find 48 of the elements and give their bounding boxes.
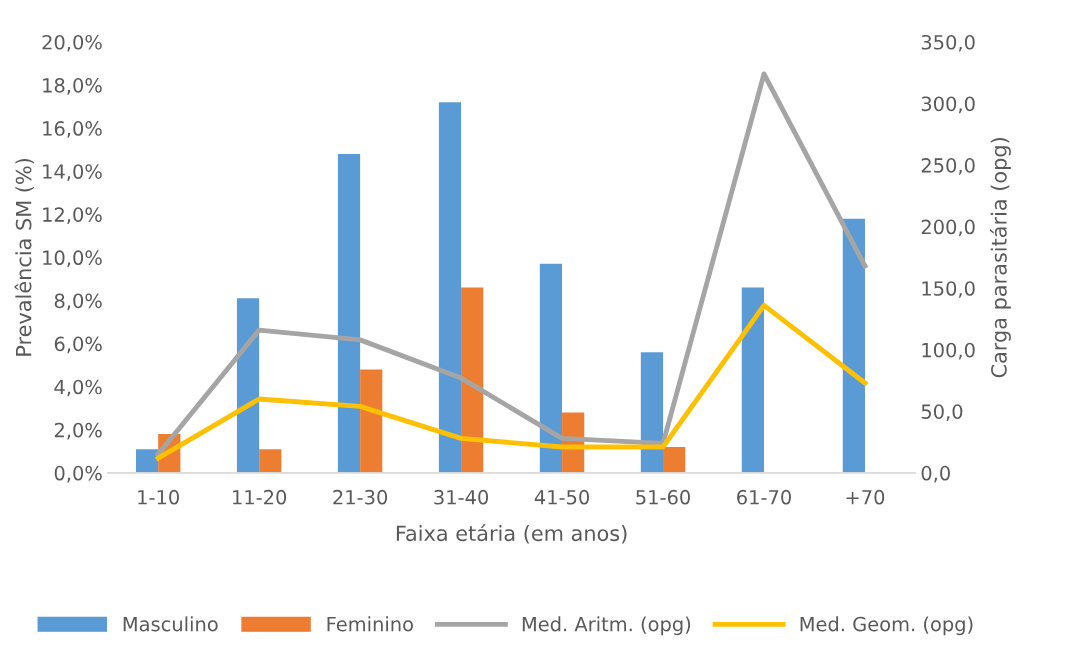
y-tick-label: 14,0%	[43, 164, 102, 181]
x-tick-label: 31-40	[434, 489, 489, 505]
legend-label: Masculino	[123, 616, 218, 632]
y2-tick-label: 200,0	[921, 219, 975, 237]
y-tick-label: 12,0%	[43, 207, 102, 224]
x-axis-title: Faixa etária (em anos)	[396, 524, 627, 544]
bar	[236, 298, 260, 473]
y2-tick-label: 0,0	[921, 465, 950, 483]
bar	[438, 102, 462, 473]
y-tick-label: 10,0%	[43, 250, 102, 268]
y2-tick-label: 250,0	[921, 158, 975, 175]
line-series	[155, 71, 868, 457]
x-tick-label: 1-10	[138, 489, 179, 505]
y2-tick-label: 350,0	[921, 34, 975, 52]
y-tick-label: 20,0%	[42, 34, 102, 52]
y-tick-label: 8,0%	[54, 293, 102, 311]
y-tick-label: 4,0%	[54, 379, 102, 397]
x-tick-label: +70	[846, 489, 885, 505]
x-tick-label: 21-30	[333, 489, 388, 505]
y2-tick-label: 50,0	[921, 404, 963, 421]
bar	[360, 369, 383, 473]
bar	[259, 449, 282, 473]
y2-axis-title: Carga parasitária (opg)	[989, 138, 1011, 378]
bar	[741, 287, 764, 473]
bar	[461, 287, 484, 473]
x-tick-label: 51-60	[636, 489, 690, 505]
y-tick-label: 18,0%	[43, 78, 102, 95]
bar	[663, 447, 686, 473]
y-tick-label: 0,0%	[54, 465, 102, 483]
y-tick-label: 6,0%	[54, 336, 102, 354]
x-tick-label: 41-50	[534, 489, 590, 505]
legend-label: Feminino	[327, 616, 413, 632]
legend-label: Med. Geom. (opg)	[800, 616, 973, 636]
line-series	[155, 302, 868, 461]
bar	[337, 153, 361, 473]
legend-label: Med. Aritm. (opg)	[522, 616, 691, 636]
x-tick-label: 11-20	[233, 489, 287, 505]
y-tick-label: 2,0%	[54, 422, 102, 440]
bar	[539, 263, 563, 473]
y2-tick-label: 150,0	[922, 281, 975, 298]
y-axis-title: Prevalência SM (%)	[14, 158, 34, 356]
y2-tick-label: 300,0	[921, 96, 975, 114]
x-tick-label: 61-70	[737, 489, 791, 505]
y2-tick-label: 100,0	[922, 342, 975, 360]
bar	[135, 449, 159, 473]
bar	[842, 218, 865, 473]
bar	[640, 352, 664, 473]
y-tick-label: 16,0%	[43, 121, 102, 138]
